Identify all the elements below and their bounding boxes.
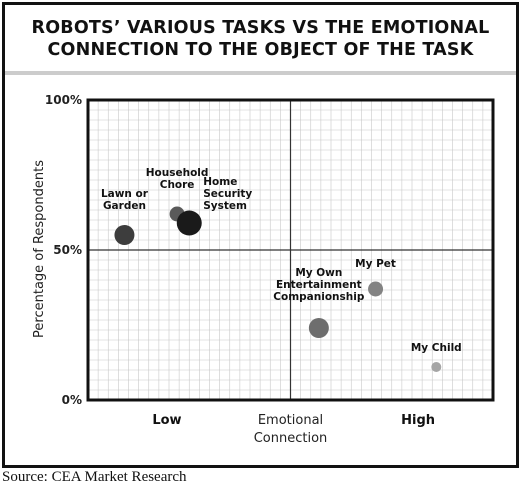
data-point — [308, 318, 329, 338]
data-point-label: Lawn or — [101, 188, 149, 200]
data-point-label: Garden — [103, 200, 146, 212]
chart-title: ROBOTS’ VARIOUS TASKS VS THE EMOTIONAL C… — [5, 5, 516, 71]
data-point-label: Household — [146, 167, 209, 179]
title-line-2: CONNECTION TO THE OBJECT OF THE TASK — [47, 40, 474, 60]
data-point-label: My Child — [411, 342, 462, 354]
data-point-label: My Pet — [355, 258, 396, 270]
data-point — [368, 281, 384, 297]
data-point — [176, 210, 202, 236]
y-axis-label: Percentage of Respondents — [32, 160, 47, 338]
data-point-label: Chore — [160, 179, 195, 191]
data-point-label: My Own — [295, 267, 342, 279]
chart-plot: 100% 50% 0% Percentage of Respondents Low Hig… — [32, 93, 495, 446]
x-axis-label-line-1: Emotional — [258, 413, 323, 428]
x-tick-label-low: Low — [152, 413, 181, 428]
data-point-label: Home — [203, 176, 237, 188]
data-point-label: Entertainment — [276, 279, 362, 291]
x-tick-label-high: High — [401, 413, 435, 428]
data-point-label: System — [203, 200, 247, 212]
y-tick-label: 100% — [45, 93, 82, 107]
source-note: Source: CEA Market Research — [2, 469, 187, 485]
data-point-label: Security — [203, 188, 252, 200]
y-tick-label: 50% — [53, 243, 82, 257]
x-axis-label-line-2: Connection — [254, 431, 328, 446]
title-divider — [5, 71, 516, 75]
chart-frame: ROBOTS’ VARIOUS TASKS VS THE EMOTIONAL C… — [2, 2, 519, 468]
plot-border — [86, 98, 495, 402]
data-point — [114, 225, 135, 245]
data-point — [431, 362, 442, 372]
title-line-1: ROBOTS’ VARIOUS TASKS VS THE EMOTIONAL — [31, 18, 490, 38]
data-point-label: Companionship — [273, 291, 365, 303]
y-tick-label: 0% — [62, 393, 82, 407]
